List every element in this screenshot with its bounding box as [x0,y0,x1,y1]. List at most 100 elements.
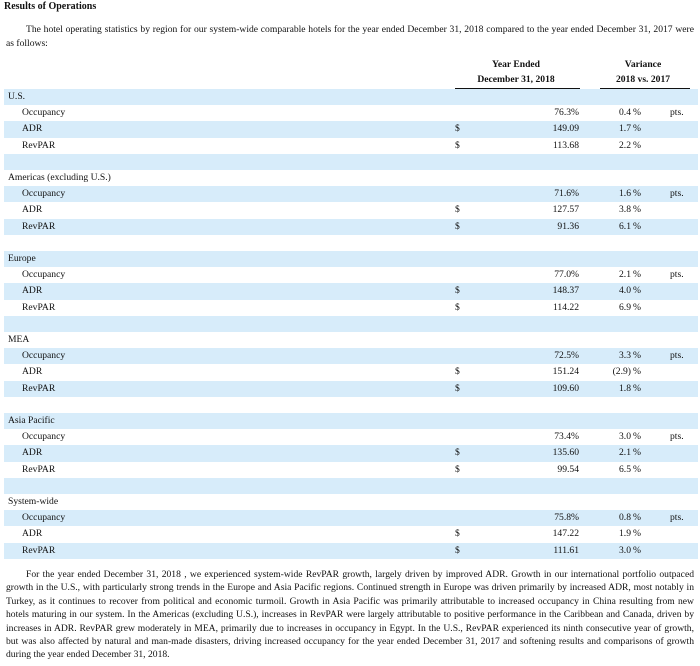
variance-value: 3.0 [619,544,631,556]
currency-symbol: $ [455,463,460,475]
variance-unit: % [633,544,641,556]
variance-value: 4.0 [619,285,631,297]
metric-value: 77.0% [554,269,579,281]
variance-note: pts. [670,431,684,443]
currency-symbol: $ [455,139,460,151]
metric-label: Occupancy [22,350,66,362]
region-label: MEA [8,334,30,345]
variance-note: pts. [670,188,684,200]
metric-value: 91.36 [557,220,579,232]
metric-label: RevPAR [22,301,56,313]
variance-unit: % [633,285,641,297]
row-band [4,251,698,268]
variance-unit: % [633,382,641,394]
region-label: Asia Pacific [8,415,55,426]
row-band [4,218,698,235]
metric-value: 99.54 [557,463,579,475]
metric-label: RevPAR [22,382,56,394]
currency-symbol: $ [455,123,460,135]
variance-note: pts. [670,512,684,524]
region-label: Europe [8,253,36,264]
metric-label: ADR [22,366,43,378]
currency-symbol: $ [455,544,460,556]
metric-label: ADR [22,528,43,540]
metric-value: 114.22 [552,301,579,313]
variance-unit: % [633,188,641,200]
metric-value: 111.61 [553,544,579,556]
variance-value: 2.1 [619,447,631,459]
variance-unit: % [633,431,641,443]
metric-label: Occupancy [22,431,66,443]
metric-value: 135.60 [552,447,579,459]
variance-note: pts. [670,269,684,281]
column-header: Year Ended [491,59,541,70]
variance-unit: % [633,139,641,151]
region-label: Americas (excluding U.S.) [8,172,111,183]
column-header: 2018 vs. 2017 [615,74,671,85]
variance-value: 1.8 [619,382,631,394]
row-band [4,510,698,527]
row-band [4,413,698,430]
variance-note: pts. [670,350,684,362]
variance-value: 1.9 [619,528,631,540]
metric-label: Occupancy [22,269,66,281]
variance-unit: % [633,512,641,524]
variance-unit: % [633,350,641,362]
currency-symbol: $ [455,528,460,540]
currency-symbol: $ [455,220,460,232]
row-band [4,186,698,203]
currency-symbol: $ [455,204,460,216]
metric-label: RevPAR [22,220,56,232]
row-band [4,380,698,397]
metric-value: 76.3% [554,107,579,119]
row-band [4,445,698,462]
variance-unit: % [633,123,641,135]
metric-label: Occupancy [22,107,66,119]
column-header: Variance [624,59,662,70]
metric-label: ADR [22,204,43,216]
variance-value: 0.4 [619,107,631,119]
metric-label: Occupancy [22,512,66,524]
metric-label: Occupancy [22,188,66,200]
row-band [4,89,698,106]
row-band [4,121,698,138]
variance-unit: % [633,107,641,119]
variance-value: 6.9 [619,301,631,313]
variance-value: 2.1 [619,269,631,281]
variance-unit: % [633,463,641,475]
region-label: U.S. [8,91,26,102]
variance-value: 3.8 [619,204,631,216]
section-title: Results of Operations [4,1,97,12]
row-band [4,542,698,559]
variance-value: 3.0 [619,431,631,443]
row-band [4,348,698,365]
header-rule [455,88,580,89]
variance-value: (2.9) [612,366,631,378]
metric-label: RevPAR [22,463,56,475]
row-band [4,477,698,494]
variance-value: 3.3 [619,350,631,362]
variance-value: 6.5 [619,463,631,475]
variance-unit: % [633,220,641,232]
variance-value: 2.2 [619,139,631,151]
column-header: December 31, 2018 [477,74,555,85]
metric-label: ADR [22,123,43,135]
currency-symbol: $ [455,301,460,313]
metric-value: 147.22 [552,528,579,540]
variance-value: 1.6 [619,188,631,200]
metric-value: 73.4% [554,431,579,443]
metric-label: ADR [22,285,43,297]
row-band [4,153,698,170]
metric-value: 149.09 [552,123,579,135]
currency-symbol: $ [455,382,460,394]
metric-value: 71.6% [554,188,579,200]
metric-value: 113.68 [552,139,579,151]
currency-symbol: $ [455,447,460,459]
region-label: System-wide [8,496,59,507]
row-band [4,315,698,332]
variance-unit: % [633,528,641,540]
variance-value: 1.7 [619,123,631,135]
currency-symbol: $ [455,366,460,378]
metric-value: 127.57 [552,204,579,216]
